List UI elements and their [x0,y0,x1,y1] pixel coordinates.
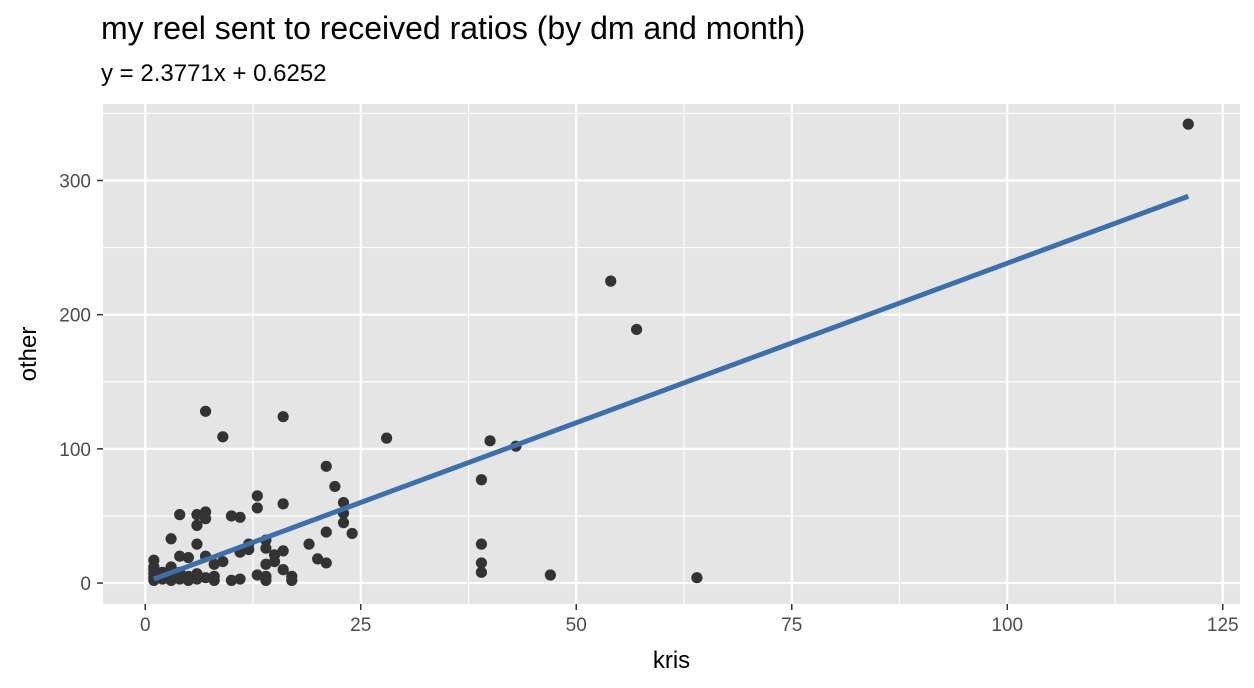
data-point [605,275,617,287]
data-point [191,538,203,550]
x-tick-label: 0 [140,615,151,636]
data-point [277,411,289,423]
y-tick-label: 100 [59,440,91,461]
data-point [225,574,238,586]
data-point [286,574,298,586]
x-tick-label: 75 [781,615,802,636]
data-point [225,510,238,522]
data-point [268,555,281,568]
y-axis-label: other [15,327,42,382]
data-point [260,558,272,570]
data-point [199,513,212,525]
data-point [174,509,186,521]
data-point [475,557,488,569]
data-point [191,509,203,521]
data-point [544,569,556,581]
data-point [329,480,341,493]
data-point [174,550,186,562]
y-tick-label: 300 [59,171,91,192]
data-point [182,551,194,564]
data-point [484,435,496,447]
chart-title: my reel sent to received ratios (by dm a… [101,10,806,46]
data-point [303,538,315,550]
data-point [475,566,488,578]
grid-major [103,104,1240,604]
data-point [191,519,203,531]
data-point [260,542,272,554]
data-point [234,573,246,585]
data-point [277,545,289,557]
data-point [251,569,263,581]
data-point [191,568,203,580]
data-point [148,561,160,573]
y-tick-label: 200 [59,306,91,327]
data-point [208,558,220,570]
data-point [320,460,332,472]
data-point [320,557,332,569]
data-point [277,564,289,576]
data-point [475,538,488,550]
data-point [199,405,212,417]
data-point [182,570,194,582]
data-point [260,570,272,582]
x-tick-label: 25 [350,615,371,636]
data-point [234,511,246,523]
data-point [691,572,703,584]
data-point [251,490,263,502]
data-point [475,474,488,486]
data-point [208,570,220,582]
data-point [312,553,324,565]
data-point [217,431,229,443]
y-tick-label: 0 [80,574,91,595]
data-point [277,498,289,510]
data-point [346,527,358,540]
x-tick-label: 100 [991,615,1023,636]
regression-line [152,193,1190,582]
plot-panel [103,104,1240,604]
data-point [217,555,229,568]
data-point [199,572,212,584]
data-point [320,526,332,538]
data-point [251,502,263,514]
data-point [630,323,643,336]
chart-subtitle: y = 2.3771x + 0.6252 [101,60,327,87]
data-point [1182,118,1194,130]
data-point [337,517,350,529]
data-point [165,533,177,545]
data-point [381,432,393,444]
x-tick-label: 50 [566,615,587,636]
x-axis: 0 25 50 75 100 125 [140,604,1239,636]
x-tick-label: 125 [1207,615,1239,636]
y-axis: 0 100 200 300 [59,171,103,595]
x-axis-label: kris [653,647,690,674]
